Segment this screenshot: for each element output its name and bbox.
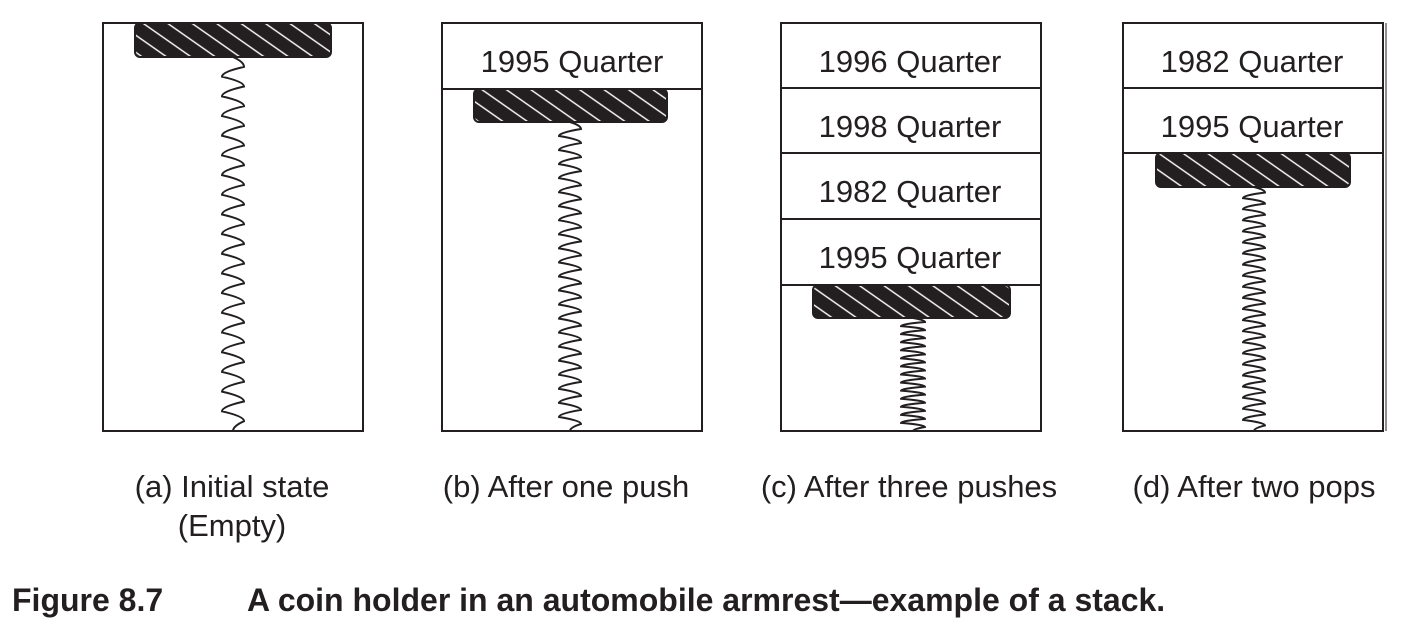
spring-platform — [1155, 152, 1351, 188]
coin-1995-quarter: 1995 Quarter — [481, 44, 664, 79]
figure-caption: Figure 8.7 A coin holder in an automobil… — [12, 582, 1165, 618]
coin-1982-quarter: 1982 Quarter — [1161, 44, 1344, 79]
coin-1998-quarter: 1998 Quarter — [819, 109, 1002, 144]
caption-line: (c) After three pushes — [761, 469, 1057, 504]
figure-title: A coin holder in an automobile armrest—e… — [247, 582, 1165, 618]
coin-1995-quarter: 1995 Quarter — [819, 240, 1002, 275]
spring — [220, 56, 246, 432]
coin-holder-frame — [780, 22, 1042, 432]
panel-b: 1995 Quarter (b) After one push — [441, 22, 703, 504]
caption-line: (b) After one push — [443, 469, 689, 504]
caption-line: (d) After two pops — [1133, 469, 1376, 504]
coin-1982-quarter: 1982 Quarter — [819, 174, 1002, 209]
spring-platform — [134, 22, 332, 58]
coin-holder-frame — [441, 22, 703, 432]
panel-d: 1982 Quarter 1995 Quarter (d) After two … — [1122, 22, 1387, 504]
spring — [1241, 186, 1267, 432]
coin-1995-quarter: 1995 Quarter — [1161, 109, 1344, 144]
caption-line: (a) Initial state — [135, 469, 330, 504]
spring-platform — [812, 284, 1011, 319]
spring-platform — [473, 88, 668, 123]
spring — [557, 121, 583, 432]
figure-number: Figure 8.7 — [12, 582, 163, 618]
caption-line: (Empty) — [178, 508, 287, 543]
coin-1996-quarter: 1996 Quarter — [819, 44, 1002, 79]
spring — [899, 317, 927, 432]
panel-c: 1996 Quarter 1998 Quarter 1982 Quarter 1… — [761, 22, 1057, 504]
panel-a: (a) Initial state (Empty) — [102, 22, 364, 543]
